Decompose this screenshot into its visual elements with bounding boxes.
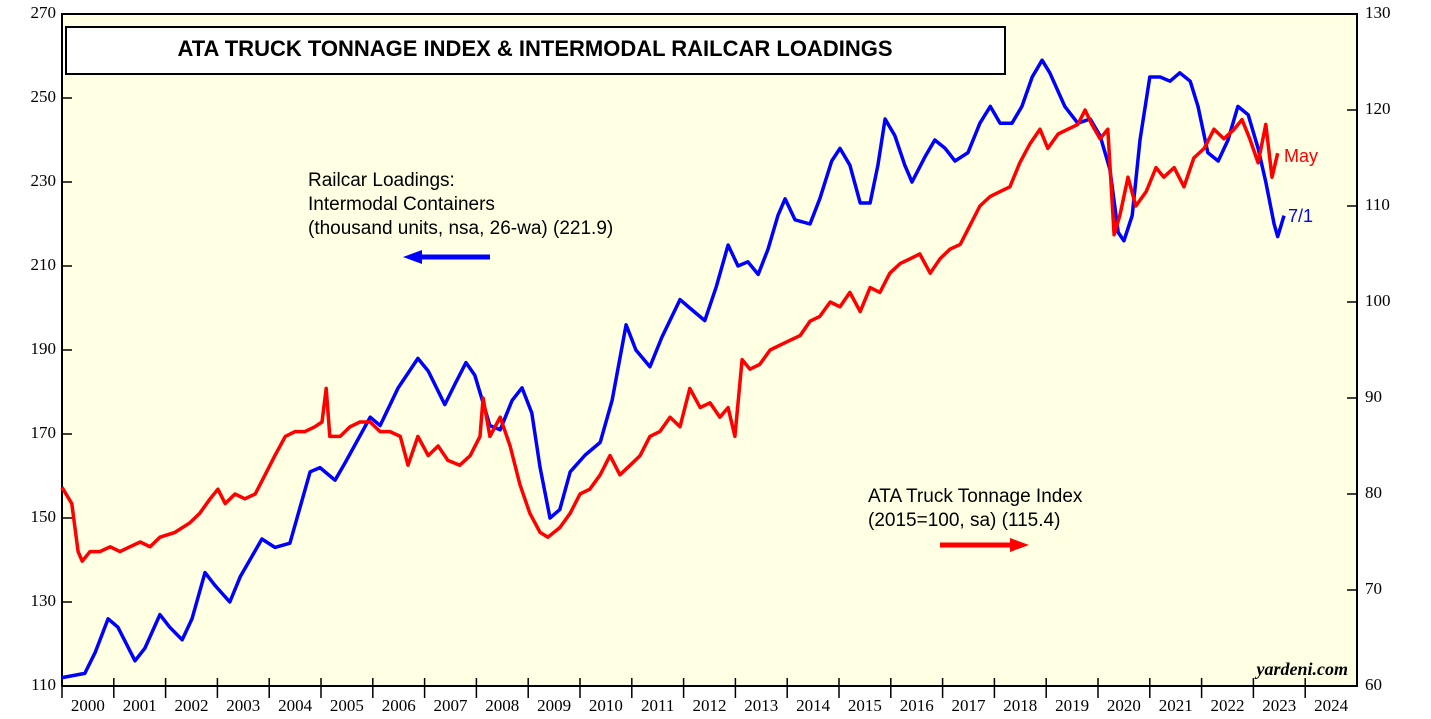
x-tick-label: 2014 <box>796 696 831 715</box>
x-tick-label: 2011 <box>641 696 674 715</box>
y-tick-label: 190 <box>31 339 57 358</box>
x-tick-label: 2003 <box>226 696 260 715</box>
x-tick-label: 2022 <box>1211 696 1245 715</box>
x-tick-label: 2000 <box>71 696 105 715</box>
blue-arrow <box>403 250 490 264</box>
y2-tick-label: 90 <box>1365 387 1382 406</box>
x-tick-label: 2019 <box>1055 696 1089 715</box>
y2-tick-label: 60 <box>1365 675 1382 694</box>
y-tick-label: 170 <box>31 423 57 442</box>
end-label: May <box>1284 146 1318 166</box>
series-line <box>61 58 1286 680</box>
x-tick-label: 2010 <box>589 696 623 715</box>
x-tick-label: 2024 <box>1314 696 1349 715</box>
x-tick-label: 2013 <box>744 696 778 715</box>
x-tick-label: 2002 <box>175 696 209 715</box>
y2-tick-label: 110 <box>1365 195 1390 214</box>
series-line <box>60 108 1280 563</box>
y2-tick-label: 120 <box>1365 99 1391 118</box>
x-tick-label: 2009 <box>537 696 571 715</box>
plot-area <box>61 13 1358 687</box>
y-tick-label: 110 <box>31 675 56 694</box>
x-tick-label: 2015 <box>848 696 882 715</box>
x-tick-label: 2018 <box>1003 696 1037 715</box>
x-tick-label: 2006 <box>382 696 416 715</box>
annotation: (2015=100, sa) (115.4) <box>868 510 1060 531</box>
x-tick-label: 2012 <box>693 696 727 715</box>
x-tick-label: 2017 <box>952 696 987 715</box>
y2-tick-label: 130 <box>1365 3 1391 22</box>
y-tick-label: 210 <box>31 255 57 274</box>
chart-title: ATA TRUCK TONNAGE INDEX & INTERMODAL RAI… <box>178 36 893 61</box>
x-tick-label: 2005 <box>330 696 364 715</box>
x-tick-label: 2007 <box>434 696 469 715</box>
y-tick-label: 130 <box>31 591 57 610</box>
x-tick-label: 2016 <box>900 696 934 715</box>
source: yardeni.com <box>1255 659 1349 679</box>
x-tick-label: 2023 <box>1262 696 1296 715</box>
x-tick-label: 2021 <box>1159 696 1193 715</box>
x-tick-label: 2008 <box>485 696 519 715</box>
y-tick-label: 230 <box>31 171 57 190</box>
title-box <box>65 26 1006 75</box>
end-label: 7/1 <box>1288 206 1313 226</box>
y-tick-label: 150 <box>31 507 57 526</box>
annotation: Intermodal Containers <box>308 194 495 215</box>
x-tick-label: 2020 <box>1107 696 1141 715</box>
annotation: ATA Truck Tonnage Index <box>868 486 1083 507</box>
y2-tick-label: 100 <box>1365 291 1391 310</box>
x-tick-label: 2004 <box>278 696 313 715</box>
annotation: (thousand units, nsa, 26-wa) (221.9) <box>308 218 613 239</box>
annotation: Railcar Loadings: <box>308 170 455 191</box>
x-tick-label: 2001 <box>123 696 157 715</box>
y-tick-label: 250 <box>31 87 57 106</box>
y2-tick-label: 80 <box>1365 483 1382 502</box>
y2-tick-label: 70 <box>1365 579 1382 598</box>
y-tick-label: 270 <box>31 3 57 22</box>
red-arrow <box>940 538 1029 552</box>
